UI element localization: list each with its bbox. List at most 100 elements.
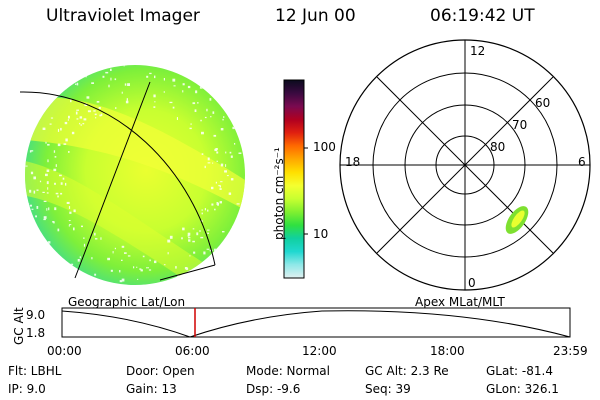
speckle-dot <box>206 108 208 112</box>
alt-ylabel: GC Alt <box>12 307 26 345</box>
speckle-dot <box>67 119 69 121</box>
speckle-dot <box>100 113 103 116</box>
speckle-dot <box>119 270 121 273</box>
speckle-dot <box>163 264 166 266</box>
speckle-dot <box>182 83 185 86</box>
speckle-dot <box>86 96 90 99</box>
speckle-dot <box>76 82 79 86</box>
speckle-dot <box>84 103 87 106</box>
speckle-dot <box>36 189 39 191</box>
mlt-label-0: 0 <box>468 276 476 290</box>
speckle-dot <box>194 109 197 112</box>
speckle-dot <box>211 203 214 206</box>
speckle-dot <box>45 141 47 144</box>
noise-speckle <box>22 65 245 288</box>
speckle-dot <box>80 124 82 126</box>
speckle-dot <box>216 160 218 162</box>
speckle-dot <box>177 275 180 277</box>
speckle-dot <box>133 266 135 269</box>
speckle-dot <box>218 185 221 187</box>
speckle-dot <box>127 83 130 86</box>
speckle-dot <box>142 255 145 258</box>
speckle-dot <box>102 75 105 78</box>
speckle-dot <box>236 203 240 205</box>
speckle-dot <box>175 266 177 269</box>
speckle-dot <box>193 251 196 254</box>
speckle-dot <box>99 114 102 117</box>
speckle-dot <box>190 123 192 125</box>
speckle-dot <box>182 227 185 231</box>
alt-ytick-1.8: 1.8 <box>26 326 46 340</box>
speckle-dot <box>207 232 209 234</box>
speckle-dot <box>54 252 58 256</box>
speckle-dot <box>29 150 32 153</box>
speckle-dot <box>60 127 62 131</box>
speckle-dot <box>83 237 85 239</box>
speckle-dot <box>36 206 39 209</box>
geographic-panel-label: Geographic Lat/Lon <box>68 295 186 309</box>
speckle-dot <box>71 131 75 135</box>
speckle-dot <box>63 143 67 145</box>
speckle-dot <box>54 156 57 158</box>
speckle-dot <box>110 77 112 81</box>
speckle-dot <box>54 207 57 211</box>
speckle-dot <box>243 153 245 155</box>
seq-info: Seq: 39 <box>365 382 411 396</box>
speckle-dot <box>81 225 83 228</box>
speckle-dot <box>149 259 151 262</box>
speckle-dot <box>212 162 214 164</box>
speckle-dot <box>70 99 72 103</box>
speckle-dot <box>97 279 100 281</box>
speckle-dot <box>112 251 114 254</box>
speckle-dot <box>25 143 28 146</box>
alt-xtick-2359: 23:59 <box>553 344 588 358</box>
speckle-dot <box>182 90 184 93</box>
speckle-dot <box>65 87 67 90</box>
speckle-dot <box>25 155 26 157</box>
speckle-dot <box>46 192 49 194</box>
speckle-dot <box>203 251 206 255</box>
ip-info: IP: 9.0 <box>8 382 46 396</box>
geographic-image <box>19 65 245 288</box>
speckle-dot <box>31 208 34 210</box>
mlat-label-60: 60 <box>535 96 551 110</box>
speckle-dot <box>121 245 125 248</box>
mode-info: Mode: Normal <box>246 364 330 378</box>
speckle-dot <box>169 235 173 239</box>
speckle-dot <box>229 151 232 154</box>
colorbar-tick-100: 100 <box>313 140 336 154</box>
speckle-dot <box>199 230 201 232</box>
speckle-dot <box>163 91 165 93</box>
speckle-dot <box>124 83 127 86</box>
instrument-title: Ultraviolet Imager <box>46 6 200 26</box>
speckle-dot <box>83 118 87 121</box>
speckle-dot <box>53 168 57 172</box>
speckle-dot <box>120 287 122 288</box>
geo-grid-line-bottom <box>159 264 216 281</box>
speckle-dot <box>220 181 223 183</box>
speckle-dot <box>222 118 224 121</box>
speckle-dot <box>43 200 47 202</box>
speckle-dot <box>192 240 195 243</box>
speckle-dot <box>153 94 156 98</box>
speckle-dot <box>95 117 97 119</box>
speckle-dot <box>220 128 224 131</box>
speckle-dot <box>189 275 192 277</box>
speckle-dot <box>35 215 37 218</box>
mlat-label-70: 70 <box>512 118 528 132</box>
speckle-dot <box>201 153 204 155</box>
speckle-dot <box>25 165 28 167</box>
speckle-dot <box>48 207 50 211</box>
door-info: Door: Open <box>126 364 195 378</box>
speckle-dot <box>195 79 198 82</box>
speckle-dot <box>94 232 96 236</box>
speckle-dot <box>94 113 97 116</box>
speckle-dot <box>79 116 83 119</box>
speckle-dot <box>77 259 80 262</box>
speckle-dot <box>222 231 225 233</box>
speckle-dot <box>22 191 25 192</box>
time-label: 06:19:42 UT <box>430 6 535 26</box>
speckle-dot <box>199 86 203 89</box>
speckle-dot <box>181 237 183 240</box>
speckle-dot <box>114 78 117 81</box>
